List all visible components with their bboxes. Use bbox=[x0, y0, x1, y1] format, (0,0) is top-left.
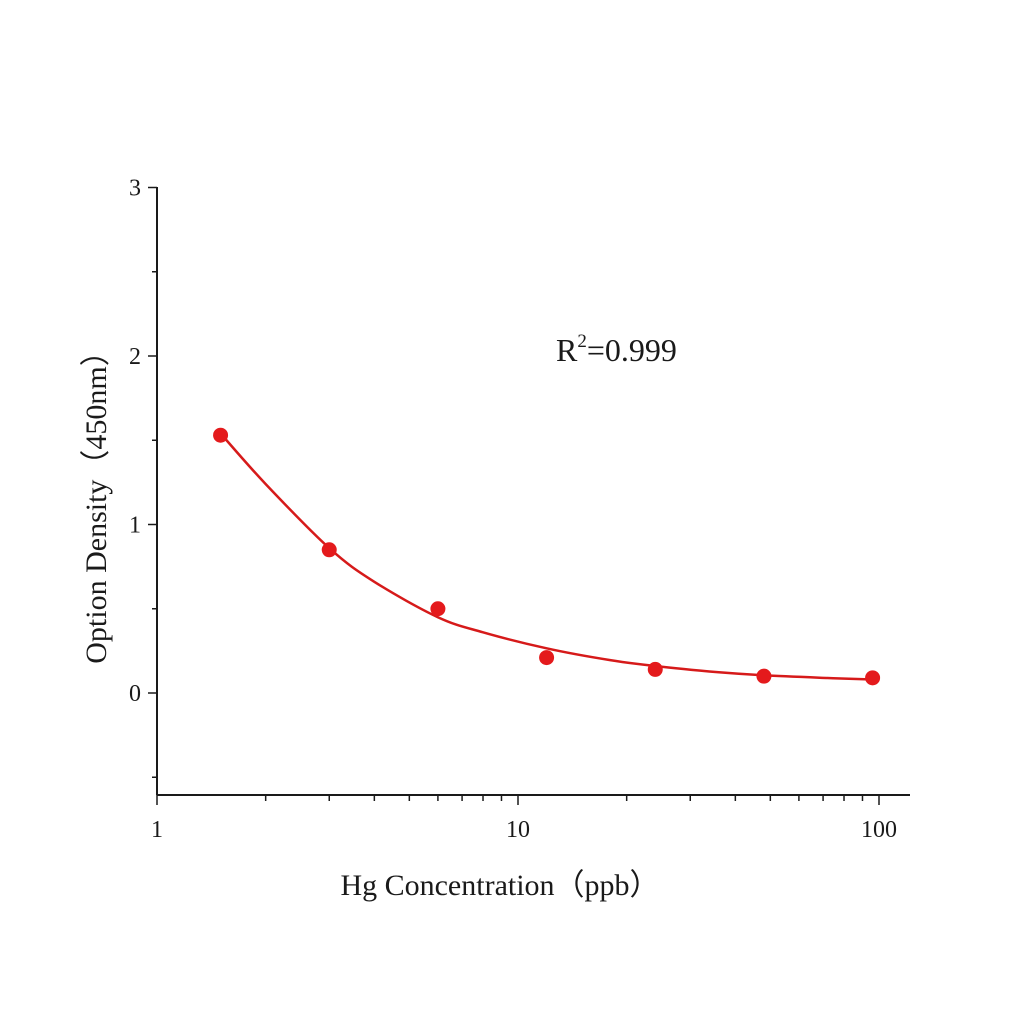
data-point bbox=[213, 427, 229, 443]
x-axis-title: Hg Concentration（ppb） bbox=[340, 869, 659, 902]
y-tick-label: 1 bbox=[129, 513, 141, 539]
y-ticks: 0 1 2 3 bbox=[129, 176, 157, 778]
r-squared-base: R bbox=[556, 332, 578, 368]
data-point bbox=[430, 601, 446, 617]
y-axis-title: Option Density（450nm） bbox=[80, 336, 113, 664]
data-point bbox=[647, 661, 663, 677]
fit-layer bbox=[219, 432, 873, 681]
x-tick-label: 10 bbox=[506, 817, 530, 843]
r-squared-superscript: 2 bbox=[577, 331, 587, 352]
y-tick-label: 2 bbox=[129, 344, 141, 370]
x-ticks: 1 10 100 bbox=[151, 795, 897, 843]
y-tick-label: 3 bbox=[129, 176, 141, 202]
data-point bbox=[756, 668, 772, 684]
y-tick-label: 0 bbox=[129, 681, 141, 707]
data-point bbox=[865, 670, 881, 686]
x-tick-label: 1 bbox=[151, 817, 163, 843]
r-squared-value: =0.999 bbox=[587, 332, 677, 368]
axes bbox=[156, 187, 910, 796]
r-squared-annotation: R2=0.999 bbox=[556, 331, 677, 368]
fit-curve bbox=[219, 432, 873, 681]
data-point bbox=[321, 542, 337, 558]
data-point bbox=[539, 650, 555, 666]
x-tick-label: 100 bbox=[861, 817, 897, 843]
points-layer bbox=[213, 427, 881, 686]
